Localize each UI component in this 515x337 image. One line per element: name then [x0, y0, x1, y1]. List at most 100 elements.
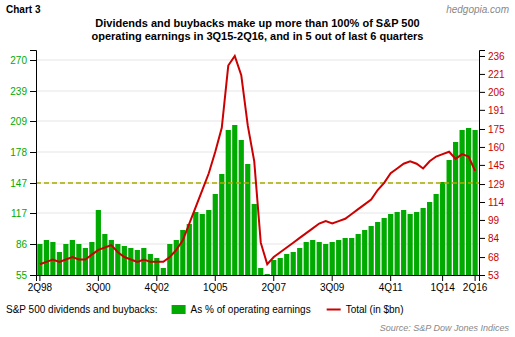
tick-label: 160 — [488, 142, 505, 153]
bar — [427, 202, 432, 275]
bar — [434, 194, 439, 275]
tick-label: 3Q09 — [320, 282, 345, 293]
bar — [336, 240, 341, 275]
tick: 145 — [479, 160, 505, 171]
tick-label: 84 — [488, 233, 500, 244]
bar — [304, 242, 309, 275]
tick-label: 270 — [10, 55, 27, 66]
bar — [330, 242, 335, 275]
legend-title: S&P 500 dividends and buybacks: — [6, 304, 158, 315]
bar — [375, 222, 380, 275]
bar — [232, 125, 237, 275]
tick-mark — [479, 129, 485, 130]
tick-mark — [479, 110, 485, 111]
bar — [148, 254, 153, 275]
watermark: hedgopia.com — [446, 4, 509, 15]
bar — [161, 268, 166, 275]
tick-label: 191 — [488, 105, 505, 116]
tick: 236 — [479, 51, 505, 62]
bar — [271, 260, 276, 275]
bar — [154, 258, 159, 275]
bar — [57, 252, 62, 275]
tick-mark — [479, 165, 485, 166]
tick: 4Q11 — [379, 275, 403, 293]
tick: 239 — [10, 86, 36, 97]
tick: 86 — [16, 239, 36, 250]
title: Dividends and buybacks make up more than… — [92, 17, 424, 42]
bar — [401, 210, 406, 275]
tick: 175 — [479, 124, 505, 135]
tick: 117 — [11, 208, 36, 219]
tick: 206 — [479, 87, 505, 98]
tick-mark — [479, 147, 485, 148]
tick-label: 68 — [488, 252, 500, 263]
tick: 147 — [10, 178, 36, 189]
bar — [408, 214, 413, 275]
tick-mark — [479, 202, 485, 203]
bar — [453, 142, 458, 275]
tick-mark — [273, 275, 274, 281]
y-axis: 5586117147178209239270 — [10, 51, 36, 281]
tick-mark — [479, 184, 485, 185]
tick-label: 147 — [10, 178, 27, 189]
tick-label: 175 — [488, 124, 505, 135]
bar — [245, 164, 250, 275]
tick-mark — [479, 220, 485, 221]
x-axis: 2Q983Q004Q021Q052Q073Q094Q111Q142Q16 — [28, 275, 488, 293]
tick-label: 1Q14 — [430, 282, 455, 293]
y2-axis: 53688499114129145160175191206221236 — [479, 51, 505, 281]
tick-label: 55 — [16, 270, 28, 281]
tick: 2Q98 — [28, 275, 53, 293]
tick-mark — [390, 275, 391, 281]
tick-mark — [479, 74, 485, 75]
chart: 2Q983Q004Q021Q052Q073Q094Q111Q142Q165586… — [0, 0, 515, 337]
tick: 55 — [16, 270, 36, 281]
tick-mark — [30, 60, 36, 61]
tick-mark — [479, 238, 485, 239]
bar — [258, 268, 263, 275]
bar — [447, 160, 452, 275]
bar — [349, 238, 354, 275]
bar — [89, 242, 94, 275]
bar — [44, 240, 49, 275]
bar — [239, 140, 244, 275]
tick-mark — [156, 275, 157, 281]
tick-label: 145 — [488, 160, 505, 171]
legend-swatch — [327, 309, 341, 311]
bar — [174, 240, 179, 275]
tick: 99 — [479, 215, 500, 226]
source: Source: S&P Dow Jones Indices — [380, 323, 510, 333]
tick-label: 236 — [488, 51, 505, 62]
bar — [206, 210, 211, 275]
bar — [421, 208, 426, 275]
tick: 3Q00 — [86, 275, 111, 293]
bar — [395, 212, 400, 275]
tick-mark — [30, 121, 36, 122]
legend: S&P 500 dividends and buybacks:As % of o… — [6, 304, 403, 315]
tick: 84 — [479, 233, 500, 244]
legend-label: Total (in $bn) — [346, 304, 404, 315]
bar — [37, 244, 42, 275]
bar — [382, 218, 387, 275]
tick-label: 4Q11 — [379, 282, 403, 293]
tick-label: 129 — [488, 179, 505, 190]
axis-line — [30, 51, 37, 276]
bar — [284, 254, 289, 275]
line — [40, 56, 475, 264]
tick-mark — [39, 275, 40, 281]
bar — [369, 226, 374, 275]
tick-label: 86 — [16, 239, 28, 250]
tick: 2Q07 — [262, 275, 287, 293]
tick-label: 178 — [10, 147, 27, 158]
bar — [226, 130, 231, 275]
bar — [297, 248, 302, 275]
bar — [200, 214, 205, 275]
tick-mark — [215, 275, 216, 281]
tick-mark — [479, 92, 485, 93]
bar — [440, 182, 445, 275]
bar — [219, 174, 224, 275]
tick-mark — [30, 275, 36, 276]
tick-mark — [30, 213, 36, 214]
tick: 1Q14 — [430, 275, 455, 293]
bar — [102, 234, 107, 275]
